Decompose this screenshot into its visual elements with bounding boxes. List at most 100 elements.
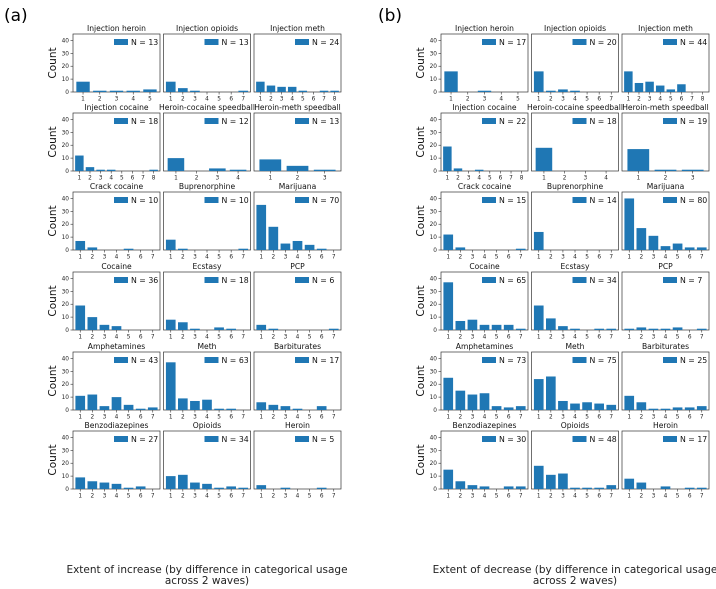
y-tick-label: 30	[62, 369, 70, 375]
bar	[292, 240, 303, 250]
bar	[165, 362, 176, 410]
axes-frame	[72, 112, 161, 172]
x-tick-label: 3	[561, 415, 565, 421]
bar	[558, 89, 568, 92]
x-tick-label: 4	[115, 415, 119, 421]
x-tick-label: 6	[597, 494, 601, 500]
legend-label: N = 13	[312, 117, 339, 126]
bar	[111, 483, 122, 489]
x-tick-label: 3	[561, 97, 565, 103]
x-tick-label: 3	[648, 97, 652, 103]
legend-swatch	[295, 118, 309, 124]
bar	[123, 248, 134, 250]
x-tick-label: 4	[115, 494, 119, 500]
y-axis-label: Count	[47, 444, 59, 475]
bar	[636, 482, 647, 489]
bar	[87, 481, 98, 489]
x-tick-label: 7	[700, 494, 704, 500]
bar	[256, 485, 267, 489]
x-tick-label: 3	[103, 494, 107, 500]
bar	[636, 402, 647, 410]
bar	[75, 305, 86, 330]
x-tick-label: 6	[312, 97, 316, 103]
subplot-title: Barbiturates	[274, 342, 321, 351]
x-tick-label: 5	[585, 415, 589, 421]
legend-swatch	[572, 197, 587, 203]
x-tick-label: 1	[78, 335, 82, 341]
panel-label-a: (a)	[4, 6, 28, 26]
subplot-title: Benzodiazepines	[453, 421, 517, 430]
x-tick-label: 6	[507, 415, 511, 421]
x-tick-label: 3	[216, 176, 220, 182]
bar	[165, 476, 176, 489]
x-tick-label: 2	[181, 97, 185, 103]
bar	[479, 324, 490, 330]
y-tick-label: 30	[62, 289, 70, 295]
bar	[636, 228, 647, 250]
bar	[582, 402, 592, 410]
x-tick-label: 4	[115, 335, 119, 341]
x-tick-label: 1	[259, 255, 263, 261]
subplot: Opioids 1 2 3 4 5 6 7 N = 48	[531, 421, 619, 500]
x-tick-label: 5	[676, 335, 680, 341]
subplot: Heroin-meth speedball 1 2 3 N = 13	[253, 103, 342, 182]
legend-swatch	[204, 436, 219, 442]
y-tick-label: 10	[62, 77, 70, 83]
bar	[648, 235, 659, 250]
bar	[268, 328, 279, 330]
subplot: Injection opioids 1 2 3 4 5 6 7 N = 20	[531, 24, 619, 103]
x-tick-label: 2	[549, 97, 553, 103]
legend-swatch	[114, 277, 128, 283]
x-tick-label: 7	[609, 415, 613, 421]
legend-label: N = 17	[499, 38, 526, 47]
x-tick-label: 6	[229, 97, 233, 103]
bar	[645, 81, 654, 92]
x-tick-label: 2	[181, 494, 185, 500]
bar	[280, 406, 291, 410]
x-tick-label: 4	[483, 255, 487, 261]
bar	[455, 390, 466, 410]
x-tick-label: 1	[169, 415, 173, 421]
x-tick-label: 1	[174, 176, 178, 182]
bar	[453, 168, 463, 171]
bar	[238, 487, 249, 489]
y-tick-label: 40	[430, 276, 438, 282]
bar	[443, 377, 454, 410]
x-tick-label: 4	[573, 335, 577, 341]
legend-label: N = 48	[590, 435, 617, 444]
legend-label: N = 27	[131, 435, 158, 444]
bar	[126, 90, 140, 92]
x-tick-label: 8	[152, 176, 156, 182]
bar	[546, 474, 556, 489]
bar	[123, 404, 134, 410]
legend-label: N = 44	[680, 38, 707, 47]
x-tick-label: 1	[169, 255, 173, 261]
x-tick-label: 1	[636, 176, 640, 182]
bar	[684, 407, 695, 410]
x-tick-label: 5	[217, 415, 221, 421]
bar	[304, 244, 315, 250]
bar	[202, 399, 212, 410]
axes-frame	[531, 112, 619, 172]
x-tick-label: 5	[585, 97, 589, 103]
bar	[533, 71, 544, 92]
x-tick-label: 3	[284, 415, 288, 421]
y-tick-label: 20	[430, 64, 438, 70]
subplot-title: Heroin-cocaine speedball	[527, 103, 623, 112]
bar	[515, 248, 526, 250]
bar	[491, 406, 502, 410]
x-tick-label: 4	[131, 97, 135, 103]
x-tick-label: 6	[499, 176, 503, 182]
x-tick-label: 1	[627, 255, 631, 261]
y-axis-label: Count	[47, 205, 59, 236]
x-tick-label: 6	[597, 255, 601, 261]
bar	[319, 90, 329, 92]
subplot: Heroin 1 2 3 4 5 6 7 N = 5	[253, 421, 342, 500]
legend-label: N = 7	[680, 276, 702, 285]
bar	[238, 90, 249, 92]
legend-label: N = 19	[680, 117, 707, 126]
subplot-title: Injection meth	[638, 24, 693, 33]
x-tick-label: 2	[181, 255, 185, 261]
